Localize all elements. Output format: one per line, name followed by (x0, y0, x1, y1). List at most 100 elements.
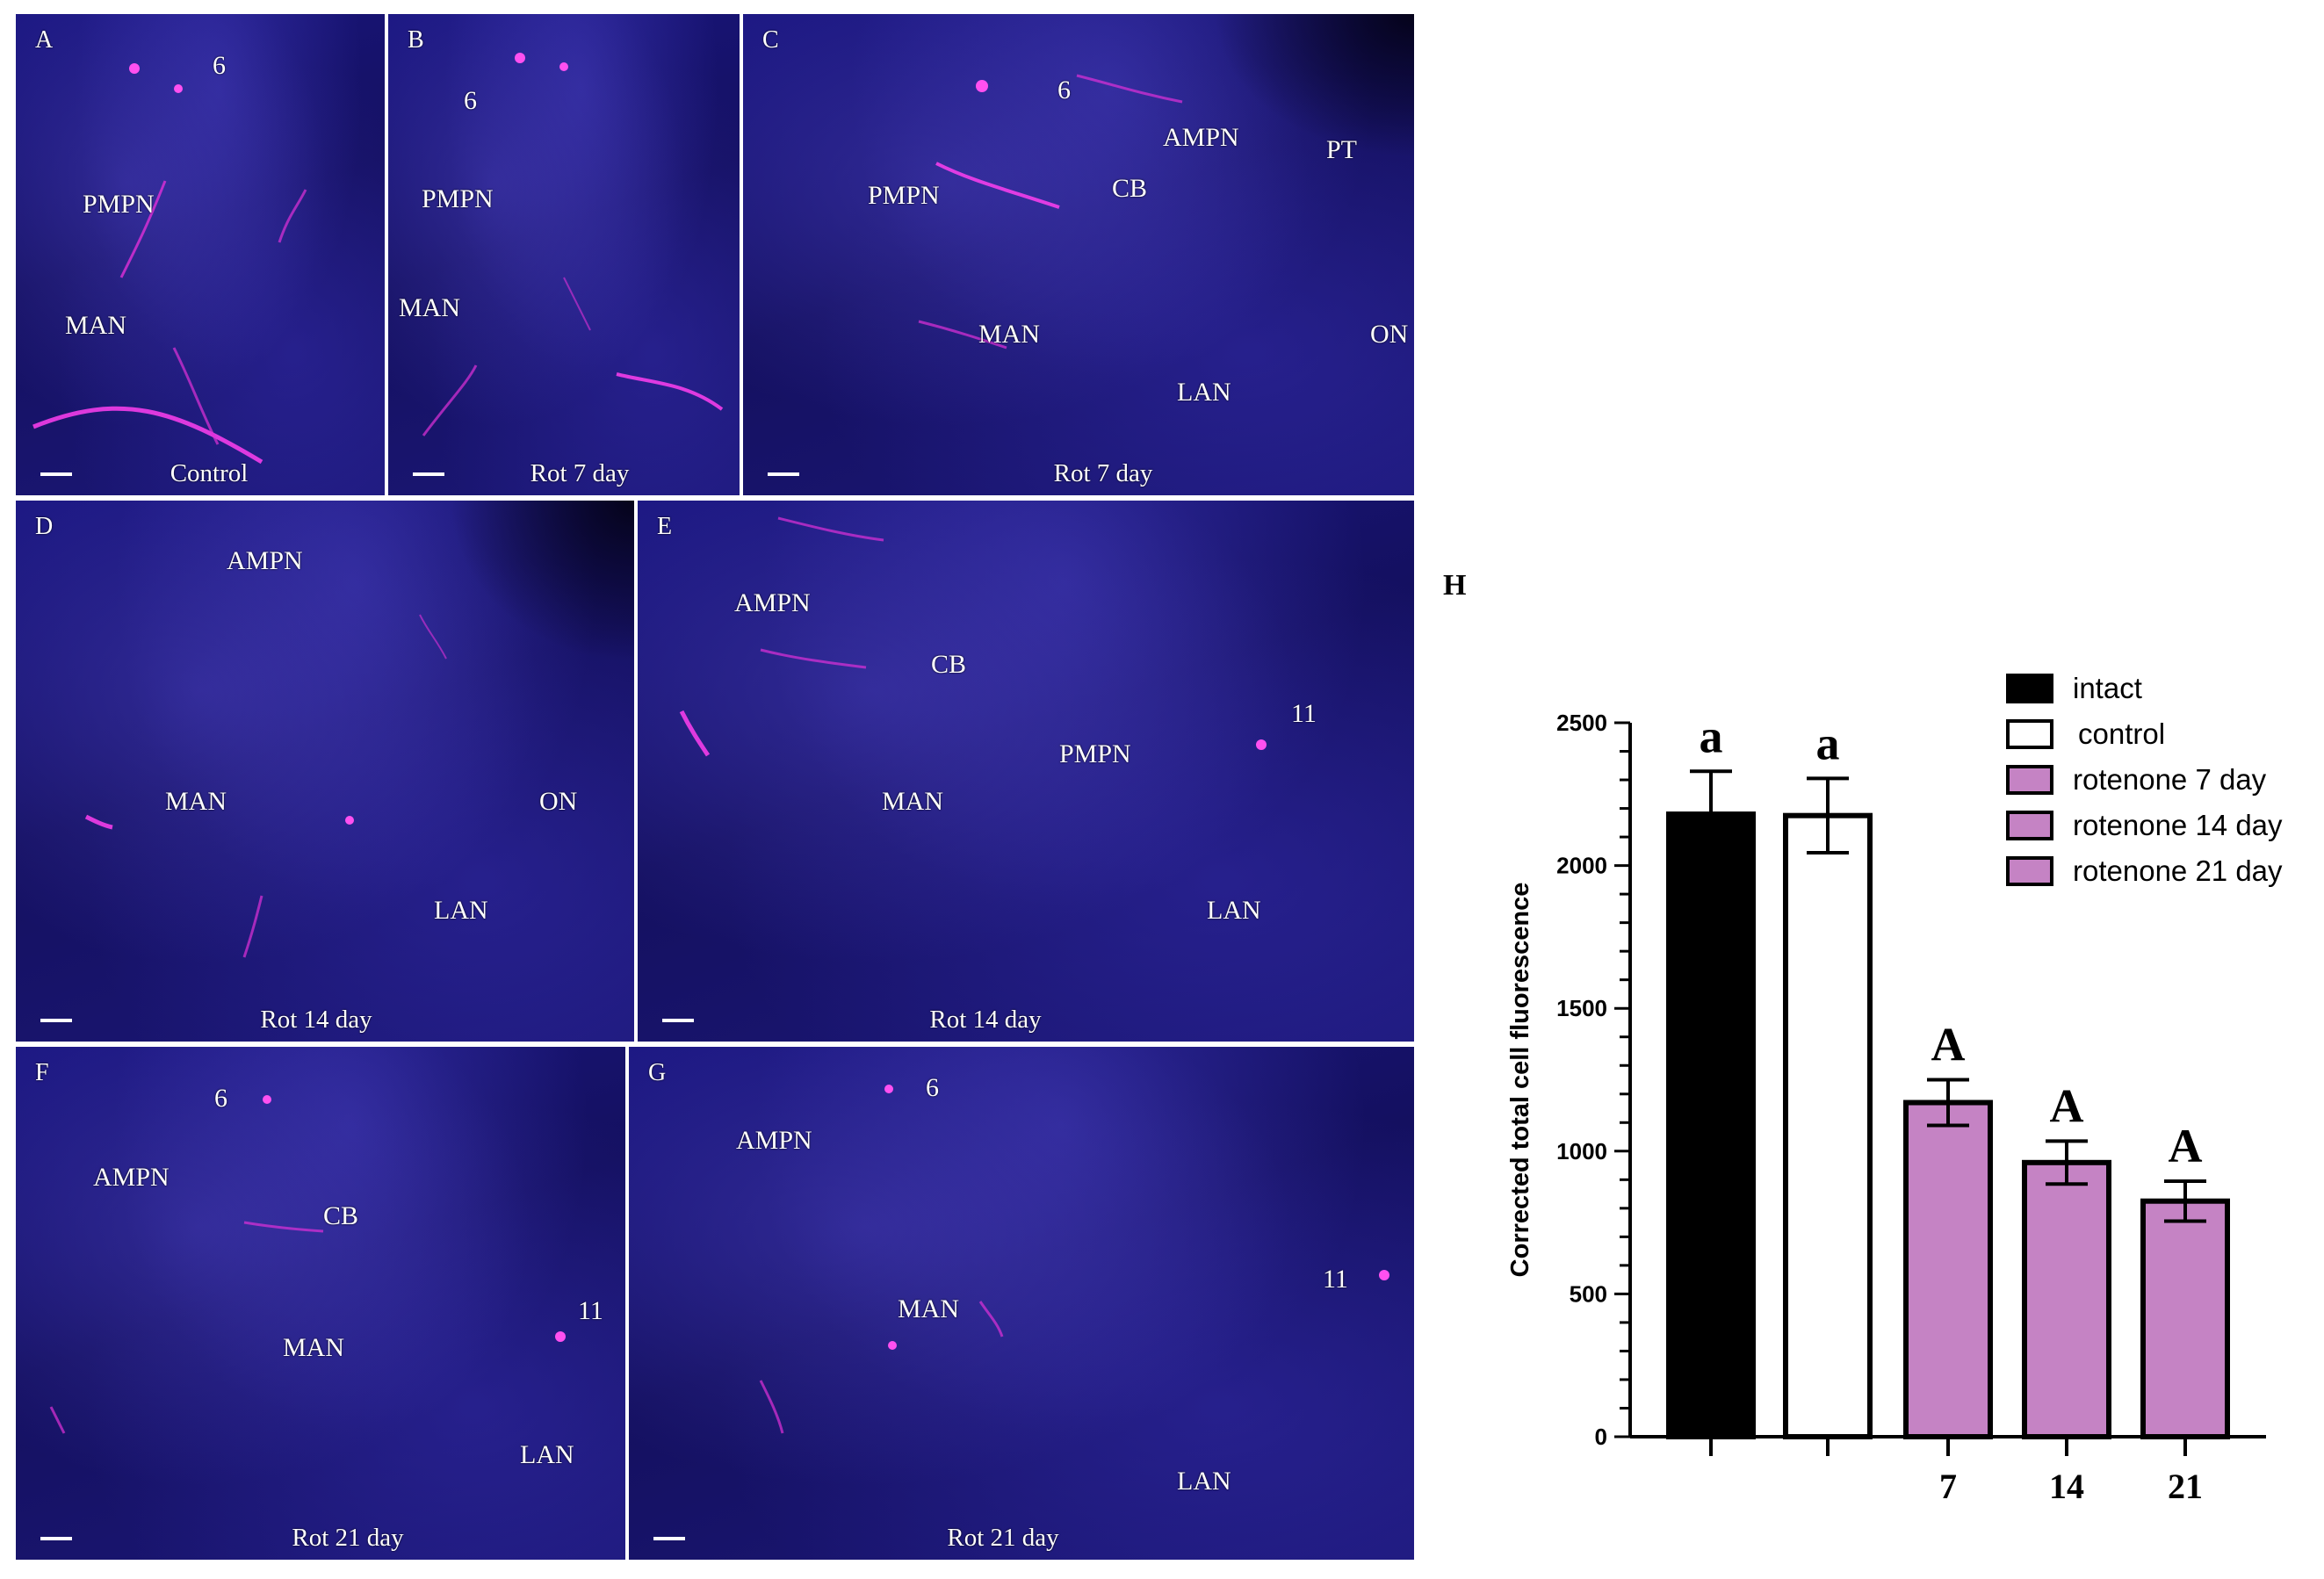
label-pmpn: PMPN (83, 190, 155, 219)
label-man: MAN (283, 1333, 345, 1362)
label-man: MAN (898, 1294, 960, 1323)
fiber-overlay (84, 614, 447, 958)
fiber-overlay (422, 53, 724, 436)
fiber-overlay (679, 516, 1267, 757)
legend-swatch (2006, 856, 2053, 886)
legend-swatch (2006, 765, 2053, 795)
legend-entry: rotenone 14 day (2073, 809, 2283, 841)
scale-bar (653, 1537, 685, 1540)
fiber-overlay (32, 63, 307, 465)
label-6: 6 (213, 51, 226, 80)
micrograph-panel-d: D AMPN MAN ON LAN Rot 14 day (16, 501, 634, 1042)
legend-entry: control (2078, 717, 2165, 750)
fluorescence-bar-chart: 0 500 1000 1500 2000 2500 Corrected total cell… (1506, 672, 2283, 1506)
micrograph-panel-g: G 6 AMPN 11 MAN LAN Rot 21 day (629, 1047, 1414, 1560)
legend-swatch (2006, 719, 2053, 749)
significance-letter: A (1931, 1019, 1966, 1071)
x-tick-label: 14 (2049, 1467, 2084, 1506)
panel-letter: C (762, 26, 779, 54)
panel-letter: D (35, 513, 54, 540)
label-man: MAN (978, 320, 1041, 349)
label-11: 11 (1291, 699, 1317, 728)
panel-caption: Rot 21 day (292, 1524, 404, 1552)
legend-entry: rotenone 7 day (2073, 763, 2267, 796)
label-man: MAN (65, 311, 127, 340)
label-pt: PT (1326, 135, 1358, 164)
label-pmpn: PMPN (422, 184, 494, 213)
y-axis-title: Corrected total cell fluorescence (1506, 883, 1534, 1278)
label-11: 11 (1323, 1265, 1348, 1294)
label-ampn: AMPN (1163, 123, 1239, 152)
legend-entry: rotenone 21 day (2073, 854, 2283, 887)
label-cb: CB (323, 1201, 359, 1230)
panel-letter: E (657, 513, 673, 540)
label-ampn: AMPN (227, 546, 303, 575)
panel-caption: Rot 7 day (1053, 459, 1153, 487)
panel-caption: Rot 14 day (929, 1006, 1042, 1034)
legend-swatch (2006, 811, 2053, 840)
label-6: 6 (926, 1073, 939, 1102)
scale-bar (768, 472, 799, 476)
significance-letter: A (2050, 1079, 2084, 1132)
x-tick-label: 7 (1939, 1467, 1957, 1506)
significance-letter: a (1700, 710, 1723, 762)
label-lan: LAN (1177, 1467, 1231, 1496)
y-tick-label: 0 (1595, 1424, 1607, 1450)
bar (1783, 812, 1873, 1439)
micrograph-panel-a: A 6 PMPN MAN Control (16, 14, 385, 495)
label-lan: LAN (1177, 378, 1231, 407)
bar (1903, 1100, 1993, 1439)
micrograph-panel-e: E AMPN CB 11 PMPN MAN LAN Rot 14 day (638, 501, 1414, 1042)
panel-caption: Rot 7 day (530, 459, 630, 487)
scale-bar (40, 1019, 72, 1022)
label-6: 6 (1057, 76, 1071, 105)
significance-letter: A (2169, 1120, 2203, 1172)
y-tick-label: 1000 (1556, 1138, 1607, 1164)
label-ampn: AMPN (93, 1163, 170, 1192)
label-on: ON (1370, 320, 1409, 349)
x-tick-label: 21 (2168, 1467, 2203, 1506)
bar (1666, 811, 1756, 1439)
scale-bar (40, 472, 72, 476)
panel-caption: Control (170, 459, 249, 487)
panel-h-letter: H (1443, 569, 1467, 602)
y-tick-label: 2000 (1556, 853, 1607, 879)
panel-caption: Rot 21 day (947, 1524, 1059, 1552)
panel-letter: F (35, 1059, 49, 1086)
micrograph-panel-c: C 6 AMPN PT PMPN CB MAN ON LAN Rot 7 day (743, 14, 1414, 495)
panel-letter: A (35, 26, 54, 54)
label-man: MAN (165, 787, 227, 816)
panel-caption: Rot 14 day (260, 1006, 372, 1034)
fiber-overlay (918, 74, 1183, 350)
y-tick-label: 1500 (1556, 995, 1607, 1021)
fiber-overlay (759, 1085, 1389, 1434)
label-man: MAN (399, 293, 461, 322)
label-man: MAN (882, 787, 944, 816)
label-lan: LAN (1207, 896, 1261, 925)
legend-entry: intact (2073, 672, 2142, 704)
label-6: 6 (464, 86, 477, 115)
panel-letter: G (648, 1059, 667, 1086)
label-11: 11 (578, 1296, 603, 1325)
label-pmpn: PMPN (1059, 739, 1131, 768)
label-cb: CB (931, 650, 967, 679)
label-lan: LAN (434, 896, 488, 925)
bar (2140, 1198, 2230, 1440)
y-tick-label: 2500 (1556, 710, 1607, 736)
fiber-overlay (49, 1095, 566, 1434)
micrograph-panel-b: B 6 PMPN MAN Rot 7 day (388, 14, 740, 495)
label-ampn: AMPN (734, 588, 811, 617)
significance-letter: a (1816, 717, 1840, 769)
scale-bar (413, 472, 444, 476)
label-ampn: AMPN (736, 1126, 812, 1155)
label-cb: CB (1112, 174, 1148, 203)
label-on: ON (539, 787, 578, 816)
bar (2022, 1159, 2111, 1439)
micrograph-panel-f: F 6 AMPN CB 11 MAN LAN Rot 21 day (16, 1047, 625, 1560)
label-6: 6 (214, 1084, 227, 1113)
panel-letter: B (408, 26, 424, 54)
label-lan: LAN (520, 1440, 574, 1469)
y-tick-label: 500 (1570, 1280, 1607, 1307)
label-pmpn: PMPN (868, 181, 940, 210)
scale-bar (40, 1537, 72, 1540)
